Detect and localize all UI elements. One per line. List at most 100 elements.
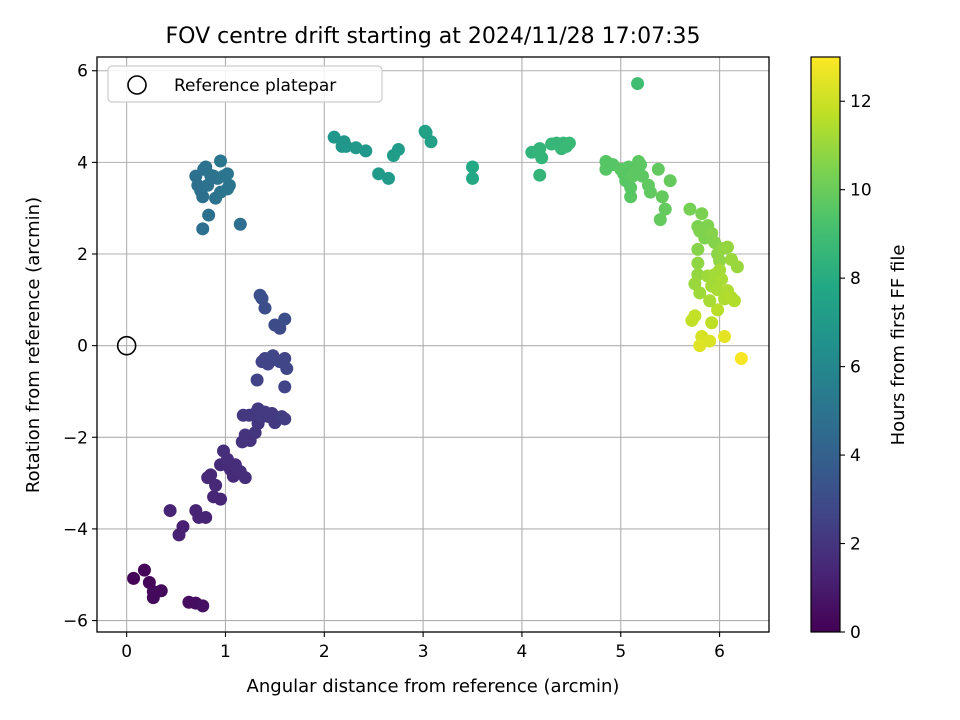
data-point	[196, 599, 210, 613]
data-point	[349, 141, 363, 155]
colorbar-label: Hours from first FF file	[888, 245, 909, 446]
data-point	[533, 168, 547, 182]
data-point	[705, 316, 719, 330]
data-point	[391, 143, 405, 157]
data-point	[202, 208, 216, 222]
colorbar-tick-label: 4	[850, 446, 861, 466]
data-point	[718, 329, 732, 343]
data-point	[424, 135, 438, 149]
data-point	[624, 181, 638, 195]
y-tick-label: 0	[77, 337, 88, 357]
data-point	[466, 171, 480, 185]
data-point	[688, 309, 702, 323]
data-point	[720, 240, 734, 254]
data-point	[535, 151, 549, 165]
legend-marker	[127, 75, 147, 95]
grid-lines	[97, 57, 769, 632]
y-tick-label: −6	[63, 612, 88, 632]
data-point	[327, 130, 341, 144]
data-point	[209, 478, 223, 492]
data-point	[655, 190, 669, 204]
x-axis-label: Angular distance from reference (arcmin)	[247, 676, 620, 697]
data-point	[339, 139, 353, 153]
data-point	[278, 312, 292, 326]
x-tick-label: 2	[319, 642, 330, 662]
y-tick-label: −4	[63, 520, 88, 540]
data-point	[727, 294, 741, 308]
data-point	[280, 362, 294, 376]
legend-label: Reference platepar	[174, 76, 336, 96]
data-point	[713, 254, 727, 268]
data-point	[703, 334, 717, 348]
legend-box	[107, 65, 383, 103]
reference-point-marker	[116, 335, 137, 356]
data-point	[238, 471, 252, 485]
data-point	[693, 339, 707, 353]
y-axis-ticks: −6 −4 −2 0 2 4 6	[63, 62, 97, 632]
data-point	[703, 294, 717, 308]
data-point	[653, 213, 667, 227]
y-tick-label: 6	[77, 62, 88, 82]
data-point	[196, 222, 210, 236]
data-point	[695, 207, 709, 221]
x-axis-ticks: 0 1 2 3 4 5 6	[121, 632, 725, 662]
data-point	[691, 256, 705, 270]
x-tick-label: 1	[220, 642, 231, 662]
colorbar-tick-label: 12	[850, 92, 872, 112]
data-point	[683, 202, 697, 216]
data-point	[278, 380, 292, 394]
data-point	[176, 520, 190, 534]
chart-title: FOV centre drift starting at 2024/11/28 …	[166, 24, 701, 49]
data-point	[663, 174, 677, 188]
y-tick-label: −2	[63, 428, 88, 448]
data-point	[137, 563, 151, 577]
data-point	[734, 351, 748, 365]
data-point	[631, 77, 645, 91]
data-point	[214, 492, 228, 506]
data-point	[382, 171, 396, 185]
colorbar-ticks: 0 2 4 6 8 10 12	[840, 92, 872, 643]
data-point	[127, 571, 141, 585]
data-point	[711, 303, 725, 317]
data-point	[154, 584, 168, 598]
x-tick-label: 5	[615, 642, 626, 662]
data-point	[233, 217, 247, 231]
colorbar-tick-label: 10	[850, 181, 872, 201]
data-point	[711, 283, 725, 297]
data-point	[196, 190, 210, 204]
data-point	[278, 412, 292, 426]
data-point	[278, 351, 292, 365]
data-point	[562, 136, 576, 150]
data-point	[693, 286, 707, 300]
data-point	[163, 504, 177, 518]
data-points	[127, 77, 748, 613]
x-tick-label: 4	[517, 642, 528, 662]
data-point	[466, 160, 480, 174]
data-point	[643, 185, 657, 199]
data-point	[204, 468, 218, 482]
data-point	[372, 167, 386, 181]
y-tick-label: 4	[77, 153, 88, 173]
colorbar-tick-label: 8	[850, 269, 861, 289]
x-tick-label: 6	[714, 642, 725, 662]
y-tick-label: 2	[77, 245, 88, 265]
data-point	[691, 242, 705, 256]
data-point	[258, 301, 272, 315]
data-point	[214, 154, 228, 168]
legend: Reference platepar	[107, 65, 383, 103]
x-tick-label: 0	[121, 642, 132, 662]
plot-frame	[96, 56, 770, 633]
y-axis-label: Rotation from reference (arcmin)	[23, 197, 44, 493]
data-point	[715, 272, 729, 286]
data-point	[624, 190, 638, 204]
data-point	[359, 144, 373, 158]
data-point	[222, 178, 236, 192]
data-point	[199, 510, 213, 524]
data-point	[220, 167, 234, 181]
x-tick-label: 3	[418, 642, 429, 662]
data-point	[250, 373, 264, 387]
colorbar-tick-label: 0	[850, 623, 861, 643]
data-point	[634, 158, 648, 172]
data-point	[730, 260, 744, 274]
